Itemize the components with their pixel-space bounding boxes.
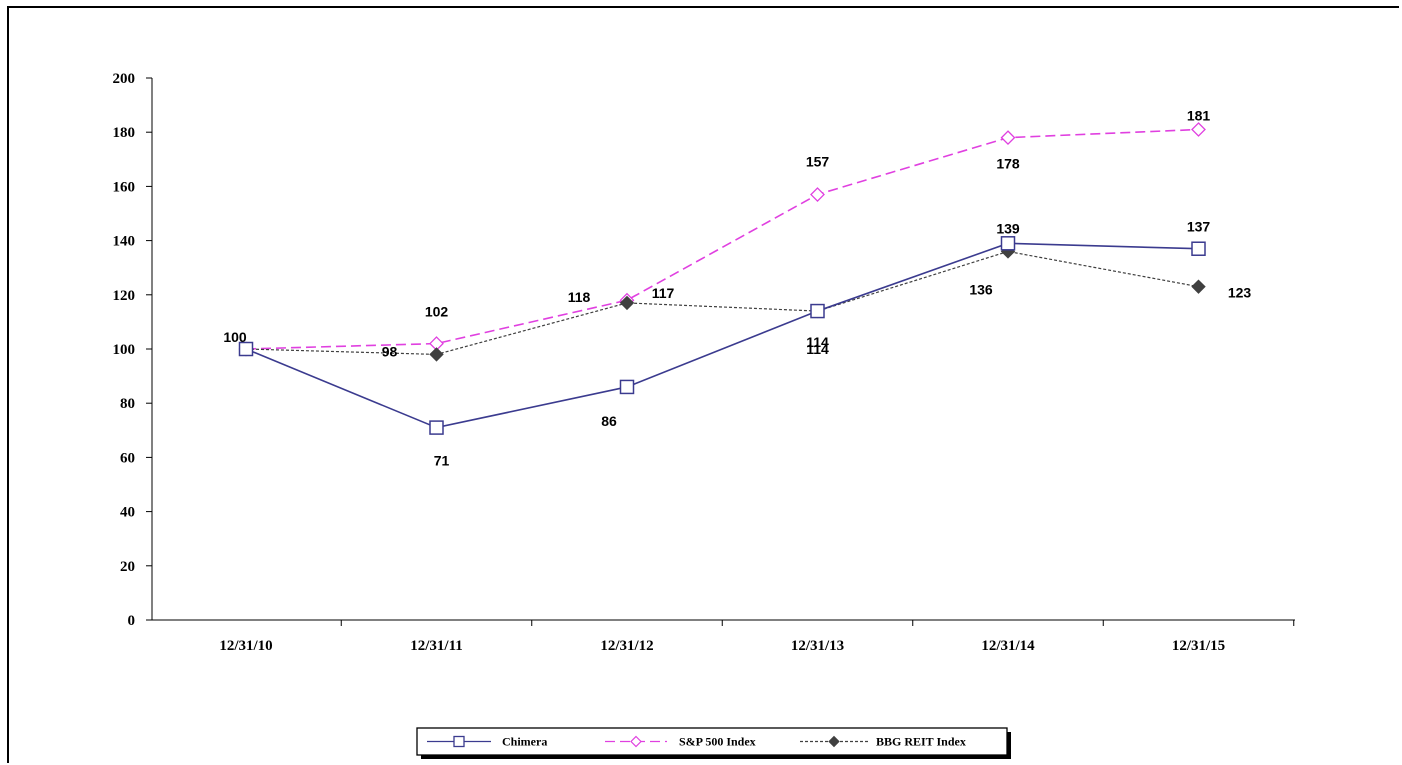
marker-chimera-0 bbox=[238, 341, 254, 357]
y-tick-label-40: 40 bbox=[120, 505, 135, 521]
marker-bbg-reit-index-2 bbox=[619, 295, 635, 311]
marker-bbg-reit-index-5 bbox=[1191, 279, 1206, 294]
series-line-chimera bbox=[245, 242, 1199, 429]
marker-bbg-reit-index-1 bbox=[429, 347, 444, 362]
y-tick-label-20: 20 bbox=[120, 559, 135, 575]
data-label-chimera-3: 114 bbox=[806, 334, 829, 350]
legend-label-bbg-reit-index: BBG REIT Index bbox=[876, 735, 966, 749]
chart-frame bbox=[7, 6, 1399, 763]
legend-marker-chimera bbox=[453, 735, 465, 748]
data-label-chimera-4: 139 bbox=[996, 220, 1020, 236]
marker-chimera-2 bbox=[619, 379, 635, 395]
x-tick-label-12-31-13: 12/31/13 bbox=[791, 638, 844, 654]
y-tick-label-80: 80 bbox=[120, 396, 135, 412]
data-label-bbg-reit-index-5: 123 bbox=[1228, 285, 1252, 301]
legend-marker-s-p-500-index bbox=[630, 735, 642, 748]
axes: 0 20 40 60 80 100 120 140 160 180 200 12/31/10 12/31… bbox=[113, 71, 1295, 654]
data-label-bbg-reit-index-3: 114 bbox=[806, 341, 829, 357]
data-label-bbg-reit-index-1: 98 bbox=[382, 343, 398, 359]
marker-chimera-4 bbox=[1000, 236, 1016, 251]
data-label-s-p-500-index-1: 102 bbox=[425, 304, 449, 320]
marker-chimera-3 bbox=[810, 303, 825, 319]
legend-label-chimera: Chimera bbox=[502, 735, 547, 749]
legend-item-s-p-500-index: S&P 500 Index bbox=[605, 735, 756, 749]
y-tick-label-180: 180 bbox=[113, 125, 136, 141]
x-tick-label-12-31-10: 12/31/10 bbox=[219, 638, 272, 654]
data-label-chimera-1: 71 bbox=[434, 453, 450, 469]
y-tick-label-60: 60 bbox=[120, 450, 135, 466]
x-tick-label-12-31-12: 12/31/12 bbox=[600, 638, 653, 654]
y-tick-label-0: 0 bbox=[128, 613, 136, 629]
legend-item-chimera: Chimera bbox=[427, 735, 547, 749]
data-label-s-p-500-index-4: 178 bbox=[996, 156, 1020, 172]
legend-label-s-p-500-index: S&P 500 Index bbox=[679, 735, 756, 749]
y-tick-label-120: 120 bbox=[113, 288, 136, 304]
marker-s-p-500-index-5 bbox=[1191, 122, 1206, 137]
data-label-s-p-500-index-2: 118 bbox=[568, 289, 591, 305]
x-tick-label-12-31-11: 12/31/11 bbox=[410, 638, 463, 654]
data-label-s-p-500-index-3: 157 bbox=[806, 154, 830, 170]
marker-chimera-1 bbox=[429, 420, 444, 435]
data-labels: 100 71 86 114 139 137 102 118 157 178 181 98 117 114 1… bbox=[223, 107, 1251, 468]
data-label-chimera-0: 100 bbox=[223, 329, 247, 345]
series-line-s-p-500-index bbox=[245, 128, 1199, 350]
y-tick-label-160: 160 bbox=[113, 179, 136, 195]
legend-marker-bbg-reit-index bbox=[828, 735, 840, 748]
y-tick-label-140: 140 bbox=[113, 234, 136, 250]
data-label-chimera-5: 137 bbox=[1187, 219, 1211, 235]
x-tick-label-12-31-14: 12/31/14 bbox=[981, 638, 1035, 654]
x-tick-label-12-31-15: 12/31/15 bbox=[1172, 638, 1225, 654]
legend-item-bbg-reit-index: BBG REIT Index bbox=[800, 735, 966, 749]
data-label-bbg-reit-index-4: 136 bbox=[969, 281, 993, 297]
legend-box bbox=[416, 727, 1008, 756]
marker-s-p-500-index-4 bbox=[1000, 130, 1016, 146]
data-label-s-p-500-index-5: 181 bbox=[1187, 107, 1211, 123]
marker-s-p-500-index-3 bbox=[810, 187, 825, 202]
series-line-bbg-reit-index bbox=[245, 250, 1199, 356]
series-lines bbox=[238, 122, 1206, 435]
data-label-bbg-reit-index-2: 117 bbox=[652, 285, 675, 301]
y-tick-label-200: 200 bbox=[113, 71, 136, 87]
legend: Chimera S&P 500 Index BBG REIT Index bbox=[416, 727, 1011, 759]
data-label-chimera-2: 86 bbox=[601, 413, 617, 429]
marker-chimera-5 bbox=[1191, 241, 1206, 256]
y-tick-label-100: 100 bbox=[113, 342, 136, 358]
